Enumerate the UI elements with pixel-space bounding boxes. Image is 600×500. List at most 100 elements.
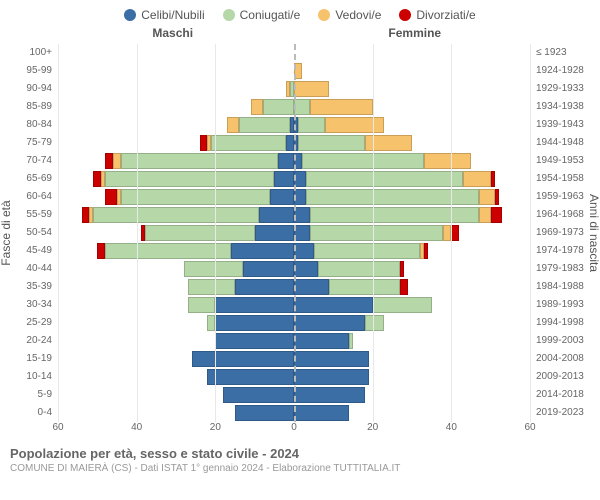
age-label: 60-64 <box>0 191 56 202</box>
bar-seg-male-coniugati <box>145 225 255 241</box>
birth-year-label: 1949-1953 <box>532 155 600 166</box>
legend-item: Coniugati/e <box>223 8 301 22</box>
bar-seg-female-celibi <box>294 243 314 259</box>
birth-year-label: 1979-1983 <box>532 263 600 274</box>
birth-year-label: 1924-1928 <box>532 65 600 76</box>
birth-year-label: 1939-1943 <box>532 119 600 130</box>
bar-seg-female-celibi <box>294 333 349 349</box>
birth-year-label: 1929-1933 <box>532 83 600 94</box>
bar-seg-male-celibi <box>274 171 294 187</box>
bar-seg-female-vedovi <box>479 189 495 205</box>
chart-footer: Popolazione per età, sesso e stato civil… <box>0 438 600 474</box>
bar-seg-male-celibi <box>235 279 294 295</box>
x-tick: 60 <box>52 422 63 433</box>
bar-seg-female-coniugati <box>318 261 401 277</box>
bar-seg-male-celibi <box>259 207 294 223</box>
bar-seg-female-coniugati <box>373 297 432 313</box>
x-tick: 40 <box>131 422 142 433</box>
age-label: 10-14 <box>0 371 56 382</box>
legend-swatch <box>124 9 136 21</box>
birth-year-label: 1934-1938 <box>532 101 600 112</box>
bar-seg-male-celibi <box>215 333 294 349</box>
grid-line <box>530 44 531 422</box>
age-label: 35-39 <box>0 281 56 292</box>
bar-seg-male-divorziati <box>105 189 117 205</box>
age-label: 75-79 <box>0 137 56 148</box>
birth-year-label: 1944-1948 <box>532 137 600 148</box>
legend-swatch <box>223 9 235 21</box>
birth-year-label: 1959-1963 <box>532 191 600 202</box>
legend-label: Celibi/Nubili <box>141 8 204 22</box>
age-label: 20-24 <box>0 335 56 346</box>
bar-seg-female-coniugati <box>310 225 444 241</box>
x-axis: 6040200204060 <box>58 422 530 438</box>
legend-swatch <box>399 9 411 21</box>
bar-seg-male-coniugati <box>184 261 243 277</box>
bar-seg-female-coniugati <box>349 333 353 349</box>
bar-seg-male-divorziati <box>93 171 101 187</box>
chart-container: Celibi/Nubili Coniugati/e Vedovi/e Divorzia… <box>0 0 600 500</box>
bar-seg-female-celibi <box>294 315 365 331</box>
bar-seg-female-divorziati <box>451 225 459 241</box>
age-label: 85-89 <box>0 101 56 112</box>
age-label: 80-84 <box>0 119 56 130</box>
birth-year-label: 1989-1993 <box>532 299 600 310</box>
bar-seg-female-coniugati <box>306 189 479 205</box>
bar-seg-male-coniugati <box>188 297 216 313</box>
bar-seg-male-coniugati <box>239 117 290 133</box>
legend-label: Vedovi/e <box>335 8 381 22</box>
birth-year-label: 1954-1958 <box>532 173 600 184</box>
grid-line <box>137 44 138 422</box>
bar-seg-female-coniugati <box>294 99 310 115</box>
bar-seg-female-coniugati <box>310 207 479 223</box>
bar-seg-male-celibi <box>223 387 294 403</box>
bar-seg-female-celibi <box>294 405 349 421</box>
bar-seg-female-divorziati <box>400 279 408 295</box>
footer-subtitle: COMUNE DI MAIERÀ (CS) - Dati ISTAT 1° ge… <box>10 463 590 474</box>
bar-seg-female-celibi <box>294 297 373 313</box>
bar-seg-female-divorziati <box>400 261 404 277</box>
bar-seg-male-divorziati <box>105 153 113 169</box>
birth-year-label: 2004-2008 <box>532 353 600 364</box>
age-label: 55-59 <box>0 209 56 220</box>
bar-seg-male-vedovi <box>113 153 121 169</box>
age-label: 15-19 <box>0 353 56 364</box>
bar-seg-female-coniugati <box>329 279 400 295</box>
legend-item: Divorziati/e <box>399 8 475 22</box>
grid-line <box>215 44 216 422</box>
bar-seg-male-coniugati <box>207 315 215 331</box>
legend-item: Vedovi/e <box>318 8 381 22</box>
bar-seg-male-coniugati <box>93 207 258 223</box>
birth-year-label: 1999-2003 <box>532 335 600 346</box>
birth-year-label: 2019-2023 <box>532 407 600 418</box>
bar-seg-male-celibi <box>235 405 294 421</box>
age-label: 65-69 <box>0 173 56 184</box>
grid-line <box>373 44 374 422</box>
grid-line <box>451 44 452 422</box>
grid-line <box>58 44 59 422</box>
legend-label: Coniugati/e <box>240 8 301 22</box>
age-label: 50-54 <box>0 227 56 238</box>
bar-seg-female-divorziati <box>491 207 503 223</box>
header-male: Maschi <box>152 26 193 40</box>
bar-seg-male-divorziati <box>97 243 105 259</box>
bar-seg-male-celibi <box>243 261 294 277</box>
bar-seg-female-vedovi <box>479 207 491 223</box>
age-label: 95-99 <box>0 65 56 76</box>
age-label: 90-94 <box>0 83 56 94</box>
bar-seg-male-coniugati <box>211 135 286 151</box>
bar-seg-female-vedovi <box>310 99 373 115</box>
plot-area <box>58 44 530 422</box>
bar-seg-male-celibi <box>270 189 294 205</box>
bar-seg-female-celibi <box>294 387 365 403</box>
bar-seg-female-celibi <box>294 225 310 241</box>
bar-seg-male-coniugati <box>105 171 274 187</box>
birth-year-label: 1974-1978 <box>532 245 600 256</box>
bar-seg-male-celibi <box>231 243 294 259</box>
bar-seg-female-divorziati <box>495 189 499 205</box>
legend-item: Celibi/Nubili <box>124 8 204 22</box>
bar-seg-female-vedovi <box>463 171 491 187</box>
bar-seg-male-vedovi <box>207 135 211 151</box>
age-label: 30-34 <box>0 299 56 310</box>
bar-seg-male-celibi <box>215 297 294 313</box>
